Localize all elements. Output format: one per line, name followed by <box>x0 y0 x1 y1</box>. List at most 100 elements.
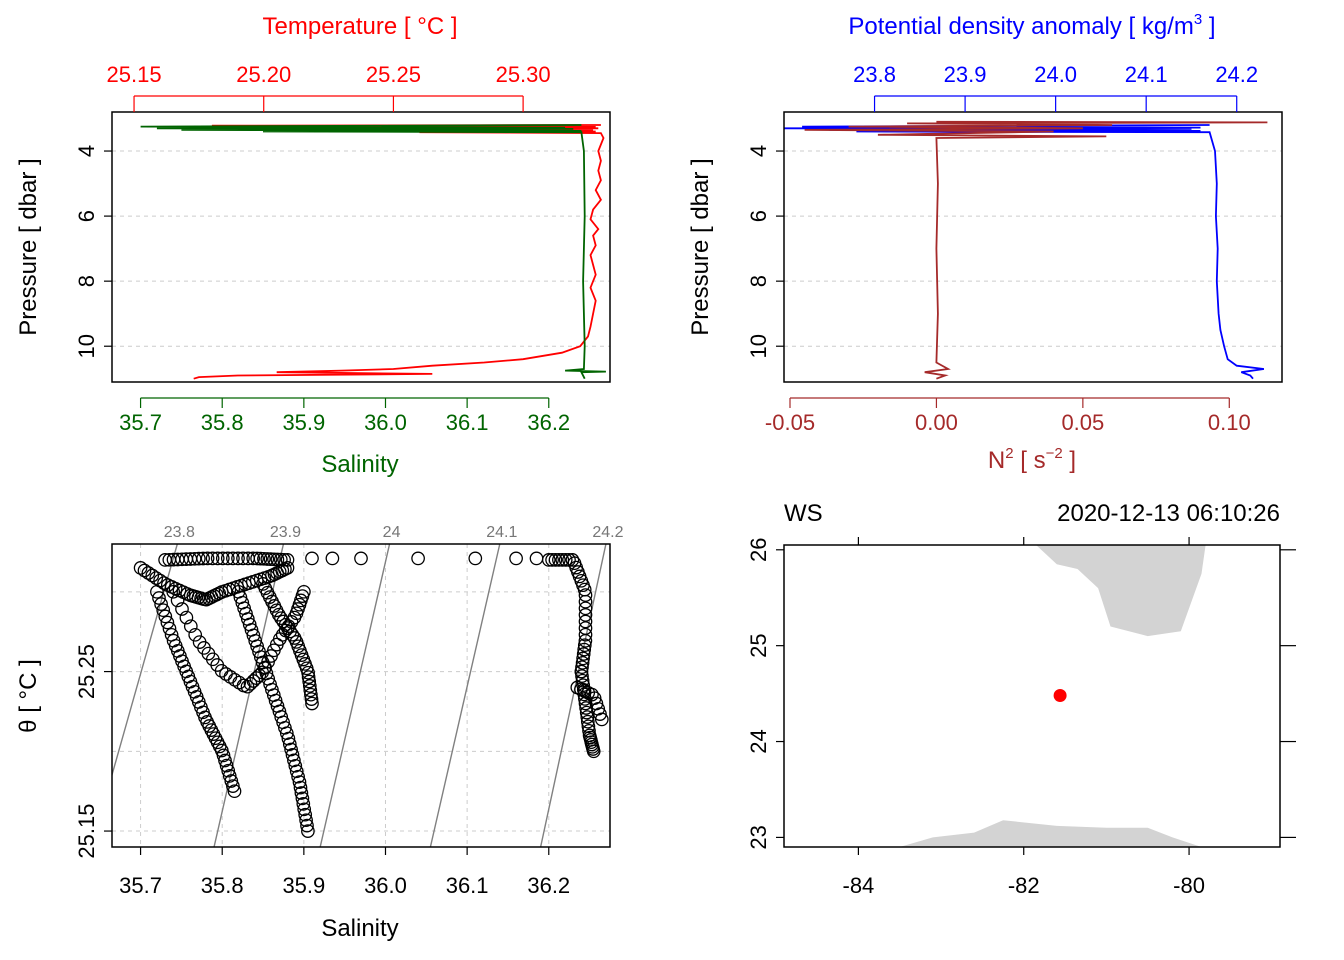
ts-point <box>141 566 156 580</box>
p3-x-tick-label: 36.1 <box>446 873 489 898</box>
ts-point <box>586 744 601 759</box>
n2-profile-line <box>804 120 1268 380</box>
p2-axes: 4 6 8 10 23.8 23.9 24.0 24.1 24.2 -0.05 0.00 0.05 0.… <box>746 62 1258 435</box>
ts-point <box>219 758 234 773</box>
p2-bottom-title-sup: 2 <box>1005 445 1013 462</box>
p1-y-tick-label: 4 <box>74 145 99 157</box>
ts-point <box>221 763 236 778</box>
p1-top-axis-title: Temperature [ °C ] <box>263 13 458 40</box>
p4-y-tick-label: 25 <box>746 633 771 657</box>
ts-point <box>295 791 310 806</box>
ts-point <box>260 552 275 566</box>
ts-point <box>150 584 164 599</box>
ts-point <box>578 601 593 616</box>
ts-point <box>287 753 301 768</box>
ts-point <box>292 775 307 789</box>
ts-point <box>294 786 309 800</box>
p3-x-tick-label: 36.0 <box>364 873 407 898</box>
ts-point <box>558 553 573 567</box>
p1-grid <box>112 150 610 347</box>
p4-y-tick-label: 26 <box>746 538 771 562</box>
p3-axes: 35.7 35.8 35.9 36.0 36.1 36.2 25.15 25.25 <box>74 644 570 898</box>
ts-point <box>162 621 177 636</box>
ts-point <box>212 586 227 601</box>
ts-point <box>270 552 285 567</box>
ts-point <box>175 602 189 616</box>
ts-point <box>188 627 203 642</box>
ts-point <box>300 818 314 833</box>
p2-top-tick-label: 23.8 <box>853 62 896 87</box>
p1-bottom-tick-label: 36.2 <box>527 410 570 435</box>
ts-point <box>411 551 425 566</box>
ts-point <box>166 584 181 599</box>
ts-point <box>301 824 315 838</box>
ts-point <box>226 551 240 566</box>
land-north-polygon <box>1036 545 1206 637</box>
p4-timestamp-label: 2020-12-13 06:10:26 <box>1057 500 1280 527</box>
p3-x-tick-label: 35.8 <box>201 873 244 898</box>
p3-isopycnals <box>112 544 607 847</box>
p2-series <box>783 120 1268 380</box>
ts-point <box>191 551 206 566</box>
p1-y-axis-title: Pressure [ dbar ] <box>15 158 42 335</box>
ts-point <box>278 562 292 577</box>
panel-density-n2-profile: 4 6 8 10 23.8 23.9 24.0 24.1 24.2 -0.05 0.00 0.05 0.… <box>687 11 1283 474</box>
isopycnal-label: 24.2 <box>592 524 623 541</box>
ts-point <box>545 553 559 567</box>
ts-point <box>223 670 238 684</box>
ts-point <box>580 714 595 729</box>
ts-point <box>227 784 242 799</box>
isopycnal-label: 24 <box>383 524 401 541</box>
ts-point <box>152 591 166 605</box>
p1-bottom-tick-label: 36.1 <box>446 410 489 435</box>
p1-plot-frame <box>111 111 611 383</box>
ts-point <box>196 551 210 566</box>
p1-bottom-tick-label: 36.0 <box>364 410 407 435</box>
p3-y-tick-label: 25.15 <box>74 804 99 859</box>
ts-point <box>594 712 609 727</box>
p1-y-tick-label: 6 <box>74 210 99 222</box>
panel-temperature-salinity-profile: 4 6 8 10 25.15 25.20 25.25 25.30 35.7 35.8 35.9 36.… <box>15 13 611 478</box>
p2-y-axis-title: Pressure [ dbar ] <box>687 158 714 335</box>
ts-point <box>210 551 225 566</box>
p2-top-title-end: ] <box>1202 13 1215 40</box>
ts-point <box>574 664 589 679</box>
ts-point <box>303 683 318 698</box>
ts-point <box>232 675 247 690</box>
ts-point <box>227 672 242 687</box>
panel-station-map: -84 -82 -80 23 24 25 26 WS 2020-12-13 06:10:26 <box>746 500 1296 898</box>
p3-x-axis-title: Salinity <box>321 915 398 942</box>
p4-x-tick-label: -80 <box>1173 873 1205 898</box>
ts-point <box>575 655 590 670</box>
isopycnal-line <box>213 544 285 847</box>
p1-bottom-tick-label: 35.9 <box>282 410 325 435</box>
p2-bottom-title-mid: [ s <box>1014 447 1046 474</box>
ts-point <box>529 551 544 566</box>
ts-point <box>250 551 264 566</box>
p2-bottom-tick-label: 0.00 <box>915 410 958 435</box>
ts-point <box>296 797 311 811</box>
ts-point <box>137 563 152 578</box>
p4-x-tick-label: -84 <box>843 873 875 898</box>
ts-point <box>575 669 589 683</box>
p4-y-tick-label: 23 <box>746 825 771 849</box>
ts-point <box>222 769 237 783</box>
ts-point <box>297 584 311 599</box>
p1-top-tick-label: 25.25 <box>366 62 421 87</box>
p2-y-tick-label: 4 <box>746 145 771 157</box>
isopycnal-label: 23.9 <box>270 524 301 541</box>
ts-point <box>301 665 315 680</box>
p2-bottom-title-n: N <box>988 447 1005 474</box>
p2-plot-frame <box>783 111 1283 383</box>
ts-point <box>257 551 271 566</box>
p3-x-tick-label: 36.2 <box>527 873 570 898</box>
ts-point <box>160 615 175 630</box>
ts-point <box>285 627 300 642</box>
ts-point <box>301 670 316 684</box>
ts-point <box>581 719 596 734</box>
ts-point <box>179 610 194 625</box>
p1-top-tick-label: 25.20 <box>236 62 291 87</box>
salinity-profile-line <box>140 124 606 380</box>
temperature-profile-line <box>193 124 605 380</box>
